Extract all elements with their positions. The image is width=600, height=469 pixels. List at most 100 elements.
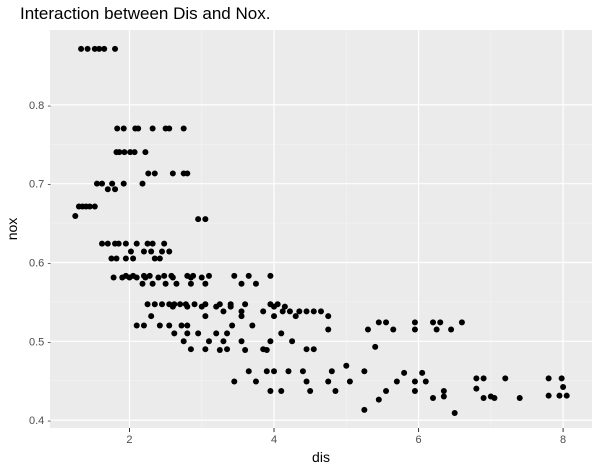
data-point bbox=[393, 378, 400, 385]
data-point bbox=[556, 392, 563, 399]
data-point bbox=[310, 346, 317, 353]
data-point bbox=[169, 170, 176, 177]
data-point bbox=[361, 368, 368, 375]
data-point bbox=[78, 45, 85, 52]
data-point bbox=[112, 186, 119, 193]
data-point bbox=[145, 170, 152, 177]
data-point bbox=[184, 330, 191, 337]
data-point bbox=[419, 369, 426, 376]
data-point bbox=[131, 149, 138, 156]
data-point bbox=[292, 313, 299, 320]
data-point bbox=[142, 149, 149, 156]
data-point bbox=[480, 375, 487, 382]
data-point bbox=[99, 240, 106, 247]
data-point bbox=[516, 395, 523, 402]
x-tick-label: 8 bbox=[560, 434, 566, 446]
data-point bbox=[372, 343, 379, 350]
data-point bbox=[108, 255, 115, 262]
data-point bbox=[279, 308, 286, 315]
data-point bbox=[173, 280, 180, 287]
data-point bbox=[245, 368, 252, 375]
data-point bbox=[159, 248, 166, 255]
data-point bbox=[133, 274, 140, 281]
data-point bbox=[263, 346, 270, 353]
data-point bbox=[437, 319, 444, 326]
data-point bbox=[91, 45, 98, 52]
data-point bbox=[122, 255, 129, 262]
data-point bbox=[271, 368, 278, 375]
data-point bbox=[267, 272, 274, 279]
data-point bbox=[84, 45, 91, 52]
data-point bbox=[159, 301, 166, 308]
data-point bbox=[142, 274, 149, 281]
data-point bbox=[166, 322, 173, 329]
data-point bbox=[260, 308, 267, 315]
data-point bbox=[166, 125, 173, 132]
data-point bbox=[220, 308, 227, 315]
data-point bbox=[411, 387, 418, 394]
data-point bbox=[224, 346, 231, 353]
x-axis-label: dis bbox=[312, 449, 330, 465]
data-point bbox=[195, 330, 202, 337]
data-point bbox=[205, 338, 212, 345]
y-tick-label: 0.4 - bbox=[29, 415, 51, 427]
data-point bbox=[161, 240, 168, 247]
data-point bbox=[213, 330, 220, 337]
data-point bbox=[411, 319, 418, 326]
data-point bbox=[184, 322, 191, 329]
data-point bbox=[278, 330, 285, 337]
data-point bbox=[162, 280, 169, 287]
data-point bbox=[166, 248, 173, 255]
data-point bbox=[140, 322, 147, 329]
data-point bbox=[156, 322, 163, 329]
data-point bbox=[307, 387, 314, 394]
data-point bbox=[139, 280, 146, 287]
data-point bbox=[99, 180, 106, 187]
data-point bbox=[289, 338, 296, 345]
data-point bbox=[563, 392, 570, 399]
y-tick-label: 0.6 - bbox=[29, 257, 51, 269]
data-point bbox=[119, 274, 126, 281]
data-point bbox=[411, 378, 418, 385]
data-point bbox=[278, 387, 285, 394]
data-point bbox=[422, 378, 429, 385]
data-point bbox=[144, 240, 151, 247]
data-point bbox=[487, 393, 494, 400]
data-point bbox=[310, 308, 317, 315]
data-point bbox=[267, 338, 274, 345]
data-point bbox=[116, 149, 123, 156]
data-point bbox=[205, 272, 212, 279]
data-point bbox=[86, 203, 93, 210]
data-point bbox=[458, 319, 465, 326]
data-point bbox=[122, 240, 129, 247]
data-point bbox=[303, 308, 310, 315]
data-point bbox=[220, 338, 227, 345]
data-point bbox=[343, 362, 350, 369]
x-tick-label: 4 bbox=[271, 434, 277, 446]
data-point bbox=[135, 125, 142, 132]
data-point bbox=[133, 240, 140, 247]
data-point bbox=[115, 240, 122, 247]
data-point bbox=[177, 301, 184, 308]
data-point bbox=[433, 326, 440, 333]
data-point bbox=[346, 378, 353, 385]
data-point bbox=[169, 274, 176, 281]
data-point bbox=[72, 212, 79, 219]
data-point bbox=[101, 45, 108, 52]
data-point bbox=[151, 301, 158, 308]
data-point bbox=[430, 395, 437, 402]
data-point bbox=[202, 216, 209, 223]
data-point bbox=[140, 248, 147, 255]
data-point bbox=[184, 303, 191, 310]
data-point bbox=[91, 203, 98, 210]
data-point bbox=[187, 280, 194, 287]
data-point bbox=[133, 322, 140, 329]
data-point bbox=[202, 280, 209, 287]
data-point bbox=[325, 378, 332, 385]
data-point bbox=[187, 346, 194, 353]
data-point bbox=[545, 392, 552, 399]
data-point bbox=[390, 326, 397, 333]
data-point bbox=[121, 149, 128, 156]
data-point bbox=[473, 385, 480, 392]
